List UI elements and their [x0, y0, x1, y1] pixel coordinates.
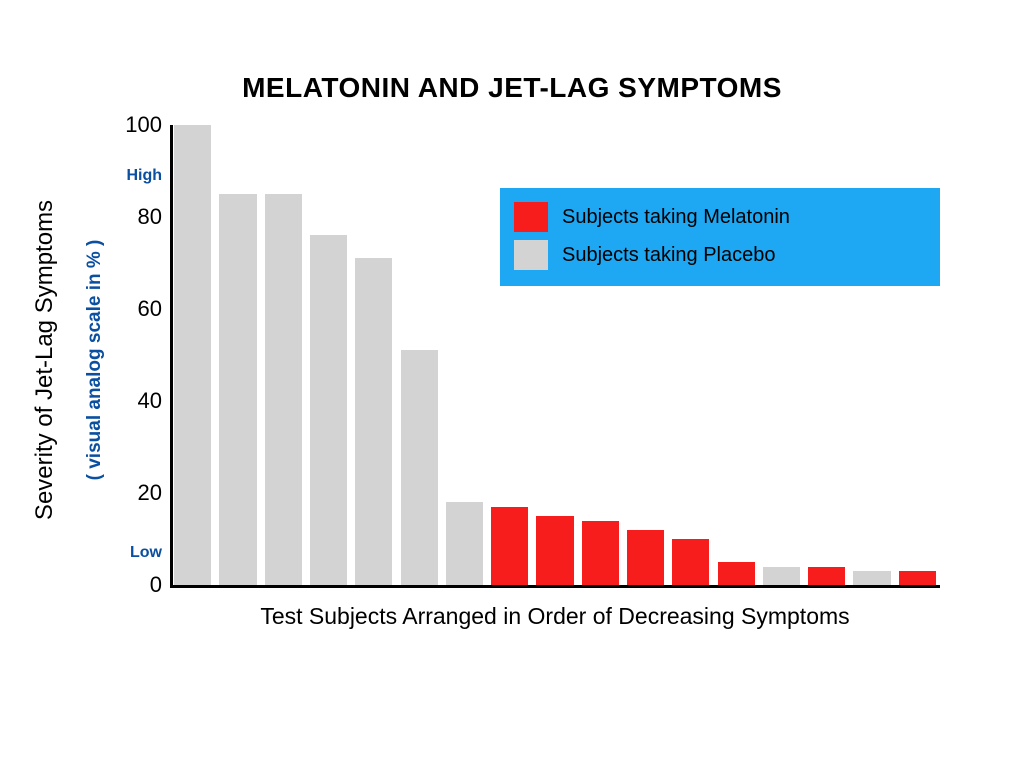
bar-8	[491, 507, 528, 585]
bar-17	[899, 571, 936, 585]
legend-item-placebo: Subjects taking Placebo	[514, 236, 926, 274]
y-axis-label: Severity of Jet-Lag Symptoms	[31, 200, 59, 520]
y-tick-80: 80	[138, 204, 162, 230]
y-tick-100: 100	[125, 112, 162, 138]
chart-title: MELATONIN AND JET-LAG SYMPTOMS	[0, 72, 1024, 104]
bar-12	[672, 539, 709, 585]
bar-1	[174, 125, 211, 585]
bar-11	[627, 530, 664, 585]
y-axis-sublabel: ( visual analog scale in % )	[84, 240, 106, 481]
y-qual-low: Low	[130, 544, 162, 562]
legend-label-melatonin: Subjects taking Melatonin	[562, 206, 790, 229]
bar-6	[401, 350, 438, 585]
chart-canvas: MELATONIN AND JET-LAG SYMPTOMS 0 20 40 6…	[0, 0, 1024, 768]
legend-box: Subjects taking Melatonin Subjects takin…	[500, 188, 940, 286]
x-axis-label: Test Subjects Arranged in Order of Decre…	[170, 603, 940, 630]
legend-swatch-melatonin	[514, 202, 548, 232]
bar-13	[718, 562, 755, 585]
bar-7	[446, 502, 483, 585]
bar-5	[355, 258, 392, 585]
bar-2	[219, 194, 256, 585]
y-tick-0: 0	[150, 572, 162, 598]
bar-16	[853, 571, 890, 585]
y-tick-40: 40	[138, 388, 162, 414]
y-qual-high: High	[126, 167, 162, 185]
bar-3	[265, 194, 302, 585]
y-tick-60: 60	[138, 296, 162, 322]
y-tick-20: 20	[138, 480, 162, 506]
legend-label-placebo: Subjects taking Placebo	[562, 244, 775, 267]
legend-swatch-placebo	[514, 240, 548, 270]
bar-10	[582, 521, 619, 585]
bar-15	[808, 567, 845, 585]
x-axis-line	[170, 585, 940, 588]
bar-9	[536, 516, 573, 585]
legend-item-melatonin: Subjects taking Melatonin	[514, 198, 926, 236]
bar-14	[763, 567, 800, 585]
bar-4	[310, 235, 347, 585]
